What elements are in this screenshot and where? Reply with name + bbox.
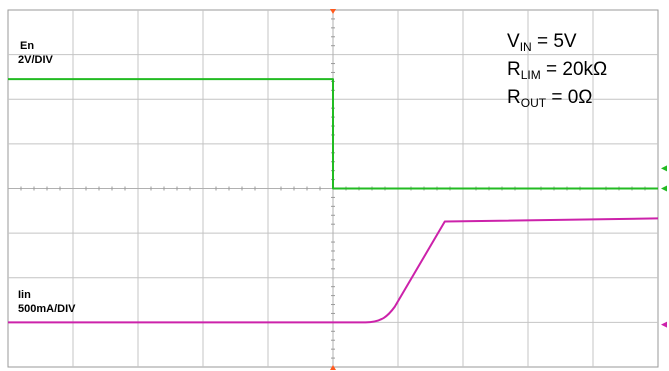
series-en-trace [8, 78, 658, 190]
iin-ground-marker [661, 321, 667, 328]
en-scale-label: 2V/DIV [18, 54, 53, 66]
en-ground-marker [661, 185, 667, 192]
en-channel-name: En [20, 40, 35, 52]
iin-channel-name: Iin [18, 289, 31, 301]
trigger-position-bottom-marker [330, 365, 336, 370]
iin-scale-label: 500mA/DIV [18, 303, 76, 315]
en-reference-arrow [661, 165, 667, 172]
vin-annotation: VIN = 5V [507, 31, 577, 54]
trigger-position-top-marker [330, 9, 336, 14]
rlim-annotation: RLIM = 20kΩ [507, 59, 608, 82]
series-iin-trace [8, 217, 659, 324]
rout-annotation: ROUT = 0Ω [507, 87, 593, 110]
